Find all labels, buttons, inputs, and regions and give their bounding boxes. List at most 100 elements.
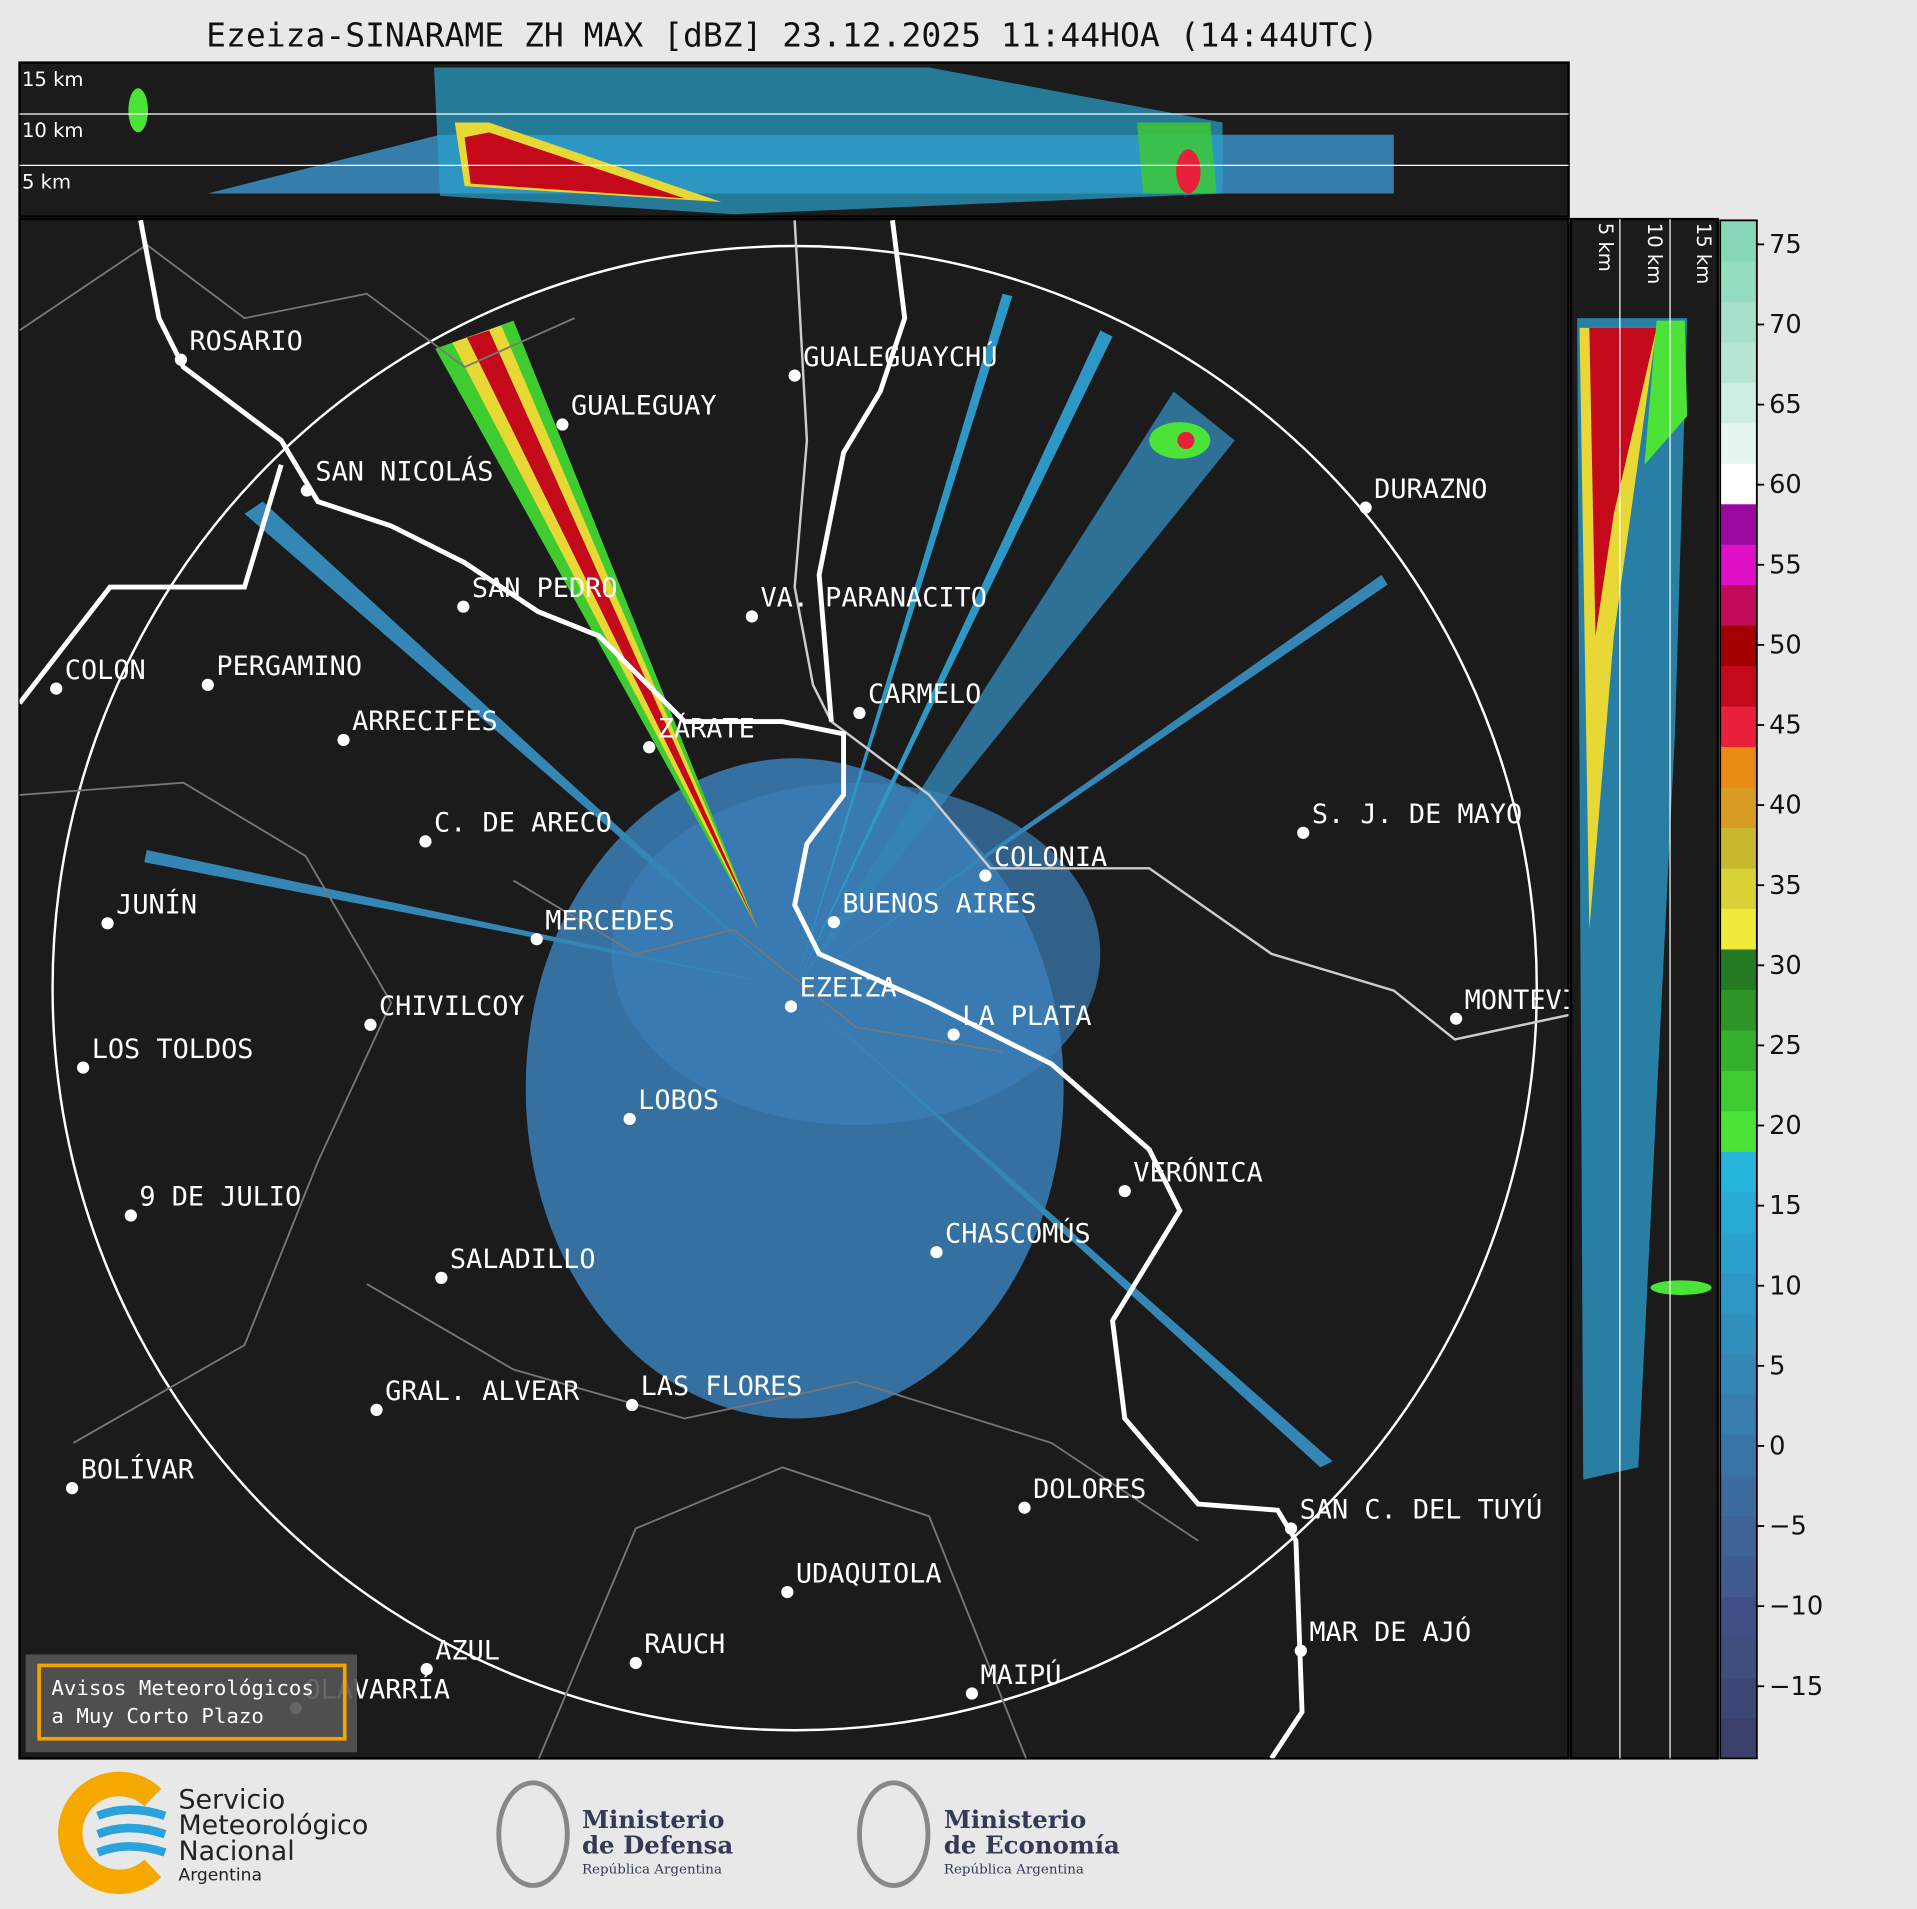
city-label: GUALEGUAYCHÚ bbox=[803, 341, 997, 373]
city-label: MAIPÚ bbox=[981, 1659, 1062, 1691]
city-marker bbox=[623, 1112, 636, 1126]
colorbar-segment bbox=[1720, 706, 1757, 748]
logo-economia: Ministerio de Economía República Argenti… bbox=[857, 1780, 1120, 1888]
logo-text: Servicio bbox=[178, 1784, 285, 1815]
colorbar-segment bbox=[1720, 1353, 1757, 1395]
city-label: COLON bbox=[65, 655, 146, 686]
colorbar-segment bbox=[1720, 1515, 1757, 1557]
colorbar-segment bbox=[1720, 948, 1757, 990]
warning-badge[interactable]: Avisos Meteorológicos a Muy Corto Plazo bbox=[25, 1654, 357, 1753]
city-marker bbox=[1297, 826, 1310, 839]
logo-text: de Economía bbox=[944, 1831, 1120, 1860]
colorbar-segment bbox=[1720, 867, 1757, 910]
colorbar-tick-label: 10 bbox=[1769, 1271, 1802, 1301]
city-label: MERCEDES bbox=[545, 905, 674, 936]
city-label: GRAL. ALVEAR bbox=[385, 1376, 580, 1407]
city-label: LA PLATA bbox=[962, 1001, 1091, 1032]
colorbar-segment bbox=[1720, 382, 1757, 424]
colorbar-segment bbox=[1720, 422, 1757, 464]
height-label: 15 km bbox=[1692, 223, 1715, 284]
colorbar-tick-label: 25 bbox=[1769, 1031, 1802, 1061]
colorbar-tick-label: 35 bbox=[1769, 871, 1802, 901]
colorbar-segment bbox=[1720, 584, 1757, 626]
city-label: DURAZNO bbox=[1374, 474, 1487, 505]
colorbar-segment bbox=[1720, 746, 1757, 788]
city-marker bbox=[784, 1000, 798, 1013]
city-label: GUALEGUAY bbox=[571, 391, 717, 422]
colorbar-segment bbox=[1720, 1070, 1757, 1112]
badge-text: Avisos Meteorológicos bbox=[51, 1676, 314, 1700]
logo-text: Ministerio bbox=[582, 1805, 724, 1834]
logo-smn: Servicio Meteorológico Nacional Argentin… bbox=[58, 1771, 368, 1894]
city-marker bbox=[930, 1246, 943, 1259]
colorbar-segment bbox=[1720, 341, 1757, 383]
logo-text: República Argentina bbox=[944, 1862, 1084, 1877]
colorbar-segment bbox=[1720, 1232, 1757, 1274]
city-label: UDAQUIOLA bbox=[796, 1558, 942, 1589]
colorbar-segment bbox=[1720, 1313, 1757, 1355]
city-marker bbox=[827, 915, 840, 929]
city-label: LAS FLORES bbox=[641, 1371, 803, 1402]
city-label: SAN C. DEL TUYÚ bbox=[1300, 1494, 1543, 1526]
colorbar-tick-label: 45 bbox=[1769, 711, 1802, 741]
city-marker bbox=[788, 369, 801, 382]
colorbar-tick-label: 20 bbox=[1769, 1111, 1802, 1141]
colorbar-segment bbox=[1720, 503, 1757, 545]
city-label: LOBOS bbox=[638, 1085, 719, 1116]
city-label: ARRECIFES bbox=[352, 706, 498, 737]
colorbar-tick-label: −10 bbox=[1769, 1592, 1823, 1622]
city-marker bbox=[77, 1061, 90, 1074]
colorbar-segment bbox=[1720, 1717, 1757, 1759]
city-label: SALADILLO bbox=[450, 1244, 596, 1275]
city-label: BUENOS AIRES bbox=[842, 888, 1036, 919]
city-marker bbox=[124, 1209, 137, 1222]
colorbar-tick-label: 55 bbox=[1769, 550, 1802, 580]
city-marker bbox=[370, 1403, 383, 1417]
colorbar-tick-label: 75 bbox=[1769, 230, 1802, 260]
colorbar-segment bbox=[1720, 1677, 1757, 1719]
colorbar-segment bbox=[1720, 220, 1757, 262]
colorbar-segment bbox=[1720, 1272, 1757, 1314]
logo-text: Argentina bbox=[178, 1866, 261, 1886]
city-label: JUNÍN bbox=[116, 889, 197, 921]
city-label: C. DE ARECO bbox=[434, 808, 612, 839]
top-panel: 15 km 10 km 5 km bbox=[18, 61, 1570, 218]
city-label: CARMELO bbox=[868, 679, 981, 710]
colorbar-segment bbox=[1720, 1475, 1757, 1517]
title: Ezeiza-SINARAME ZH MAX [dBZ] 23.12.2025 … bbox=[206, 16, 1378, 55]
city-marker bbox=[629, 1656, 642, 1670]
colorbar-tick-label: 0 bbox=[1769, 1431, 1785, 1461]
city-label: MONTEVIDEO bbox=[1465, 985, 1627, 1016]
city-marker bbox=[1284, 1522, 1298, 1535]
city-label: CHASCOMÚS bbox=[945, 1217, 1091, 1249]
colorbar-segment bbox=[1720, 1636, 1757, 1679]
city-label: RAUCH bbox=[644, 1629, 725, 1660]
colorbar-segment bbox=[1720, 786, 1757, 829]
colorbar-segment bbox=[1720, 1596, 1757, 1638]
city-marker bbox=[101, 917, 114, 930]
colorbar-segment bbox=[1720, 544, 1757, 586]
badge-text: a Muy Corto Plazo bbox=[51, 1704, 264, 1728]
city-label: COLONIA bbox=[994, 842, 1107, 873]
colorbar-segment bbox=[1720, 908, 1757, 950]
city-label: VA. PARANACITO bbox=[760, 583, 987, 614]
city-marker bbox=[781, 1585, 794, 1599]
city-marker bbox=[979, 869, 992, 882]
city-marker bbox=[1018, 1501, 1031, 1514]
logo-text: Meteorológico bbox=[178, 1810, 368, 1841]
logo-text: Nacional bbox=[178, 1836, 294, 1867]
city-label: SAN PEDRO bbox=[472, 573, 618, 604]
city-marker bbox=[625, 1398, 639, 1412]
colorbar-tick-label: −5 bbox=[1769, 1512, 1807, 1542]
height-label: 5 km bbox=[1594, 223, 1617, 272]
city-label: ROSARIO bbox=[189, 326, 302, 357]
colorbar-segment bbox=[1720, 827, 1757, 869]
city-layer: ROSARIO GUALEGUAYCHÚ GUALEGUAY SAN NICOLÁS D… bbox=[50, 326, 1627, 1715]
city-marker bbox=[745, 610, 758, 623]
colorbar-frame bbox=[1719, 219, 1758, 1760]
city-marker bbox=[1294, 1644, 1307, 1657]
colorbar-segment bbox=[1720, 1394, 1757, 1436]
logo-text: de Defensa bbox=[582, 1831, 733, 1860]
